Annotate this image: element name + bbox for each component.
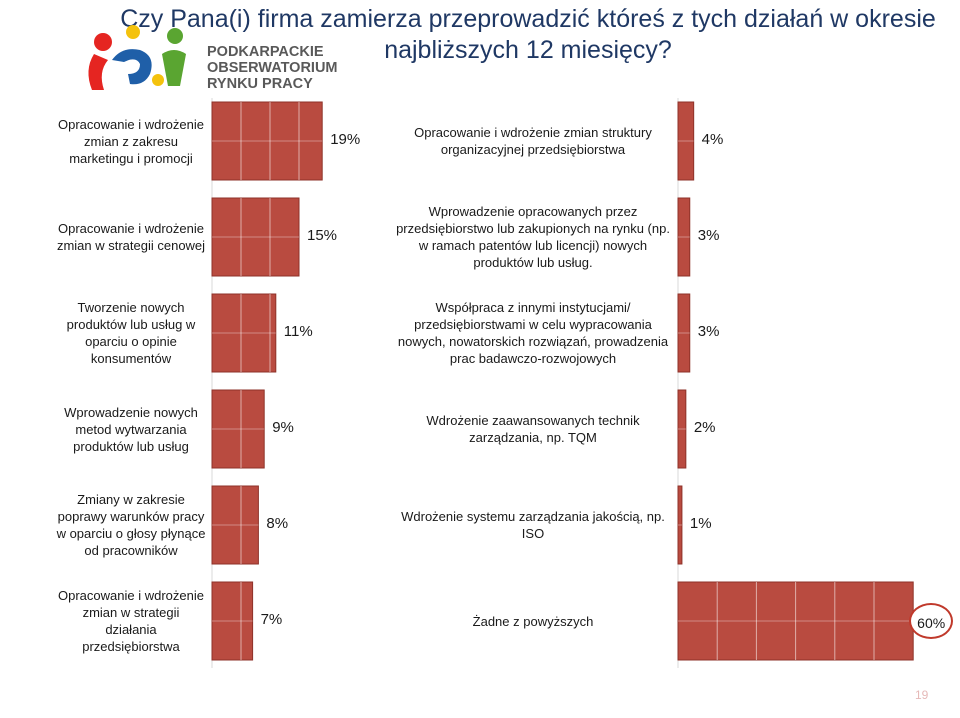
category-label: Wdrożenie systemu zarządzania jakością, … xyxy=(401,509,665,541)
value-label: 7% xyxy=(260,611,283,628)
bar xyxy=(677,389,687,469)
bar xyxy=(211,197,300,277)
value-label: 1% xyxy=(689,515,712,532)
bar-group xyxy=(677,197,691,277)
value-label: 4% xyxy=(701,131,724,148)
bar-group xyxy=(677,485,683,565)
bar xyxy=(677,293,691,373)
value-label: 19% xyxy=(330,131,361,148)
bar xyxy=(211,581,254,661)
logo-line: RYNKU PRACY xyxy=(207,76,313,92)
value-label: 15% xyxy=(307,227,338,244)
category-label: Wprowadzenie opracowanych przez przedsię… xyxy=(396,204,670,270)
bar-group xyxy=(211,581,254,661)
bar xyxy=(211,101,323,181)
bar xyxy=(211,293,277,373)
page-number: 19 xyxy=(915,688,929,702)
bar xyxy=(677,485,683,565)
category-label: Tworzenie nowych produktów lub usług w o… xyxy=(66,300,196,366)
category-label: Opracowanie i wdrożenie zmian struktury … xyxy=(414,125,652,157)
bar xyxy=(677,197,691,277)
value-label: 11% xyxy=(283,323,313,340)
category-label: Opracowanie i wdrożenie zmian w strategi… xyxy=(58,588,204,654)
category-label: Opracowanie i wdrożenie zmian z zakresu … xyxy=(58,116,204,166)
category-label: Opracowanie i wdrożenie zmian w strategi… xyxy=(56,221,206,253)
category-label: Współpraca z innymi instytucjami/ przeds… xyxy=(397,300,669,366)
bar-group xyxy=(211,485,259,565)
value-label: 8% xyxy=(266,515,289,532)
value-label: 3% xyxy=(697,227,720,244)
bar-group xyxy=(211,197,300,277)
category-label: Zmiany w zakresie poprawy warunków pracy… xyxy=(56,492,206,558)
bar-group xyxy=(677,101,695,181)
bar-group xyxy=(211,101,323,181)
bar xyxy=(211,485,259,565)
category-label: Wprowadzenie nowych metod wytwarzania pr… xyxy=(64,404,198,454)
logo-line: PODKARPACKIE xyxy=(207,44,324,60)
page-title: Czy Pana(i) firma zamierza przeprowadzić… xyxy=(120,5,936,64)
category-label: Wdrożenie zaawansowanych technik zarządz… xyxy=(426,413,640,445)
value-label: 60% xyxy=(909,603,954,639)
value-label: 3% xyxy=(697,323,720,340)
logo xyxy=(88,25,186,90)
logo-icon xyxy=(88,25,186,90)
bar-group xyxy=(211,293,277,373)
value-label: 2% xyxy=(693,419,716,436)
bar-group xyxy=(677,581,914,661)
category-label: Żadne z powyższych xyxy=(472,613,594,629)
bar xyxy=(677,101,695,181)
logo-text: PODKARPACKIE OBSERWATORIUM RYNKU PRACY xyxy=(207,44,338,92)
bar-group xyxy=(677,293,691,373)
bar-group xyxy=(211,389,265,469)
logo-line: OBSERWATORIUM xyxy=(207,60,338,76)
value-label: 9% xyxy=(272,419,294,436)
bar-group xyxy=(677,389,687,469)
bar xyxy=(211,389,265,469)
